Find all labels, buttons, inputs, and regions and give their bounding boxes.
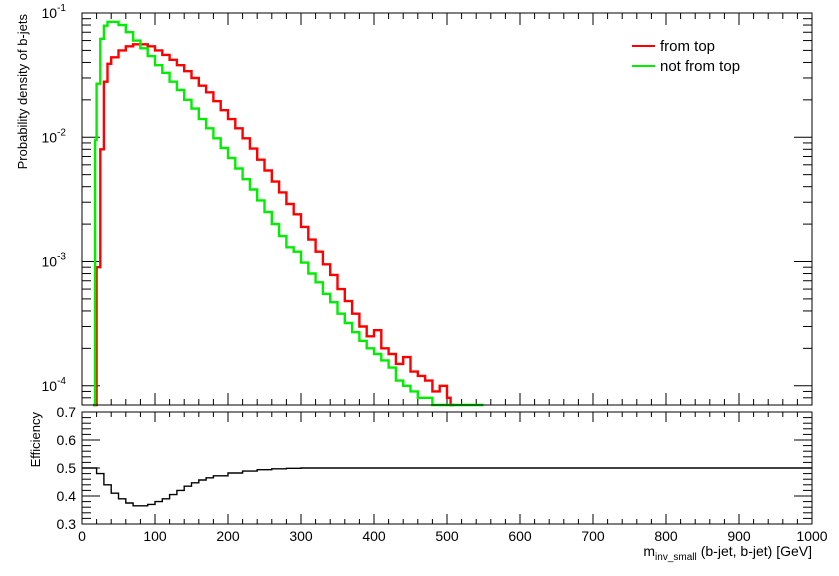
bottom-plot-frame [81, 411, 813, 525]
bottom-xtick-label: 700 [581, 528, 605, 544]
ytick-exponent: -3 [57, 252, 66, 263]
bottom-ytick-label: 0.3 [57, 516, 77, 532]
top-plot-frame [81, 12, 813, 406]
bottom-ytick-label: 0.7 [57, 404, 77, 420]
bottom-ytick-label: 0.4 [57, 488, 77, 504]
xlabel-subscript: inv_small [655, 552, 697, 563]
xlabel-rest: (b-jet, b-jet) [GeV] [701, 543, 812, 559]
bottom-xtick-label: 100 [143, 528, 167, 544]
legend-label-from-top: from top [660, 38, 715, 55]
efficiency-line [82, 467, 812, 507]
bottom-ytick-label: 0.5 [57, 460, 77, 476]
bottom-ylabel: Efficiency [28, 412, 43, 468]
bottom-xtick-label: 500 [435, 528, 459, 544]
series-line-not-from-top [93, 20, 484, 407]
bottom-ytick-label: 0.6 [57, 432, 77, 448]
bottom-xtick-label: 200 [216, 528, 240, 544]
xlabel-main: m [643, 543, 655, 559]
bottom-xtick-label: 0 [78, 528, 86, 544]
bottom-xtick-label: 600 [508, 528, 532, 544]
top-panel: 10-410-310-210-1 Probability density of … [15, 3, 813, 407]
bottom-xtick-labels: 0 100 200 300 400 500 600 700 800 900 1000 [78, 528, 828, 544]
bottom-panel: 0.3 0.4 0.5 0.6 0.7 0 100 200 300 400 500 600 700 80… [28, 404, 828, 563]
bottom-xtick-label: 400 [362, 528, 386, 544]
bottom-ytick-labels: 0.3 0.4 0.5 0.6 0.7 [57, 404, 77, 532]
ytick-base: 10 [42, 129, 58, 145]
bottom-xtick-label: 900 [727, 528, 751, 544]
ytick-exponent: -4 [57, 376, 66, 387]
ytick-base: 10 [42, 5, 58, 21]
top-tick-marks [81, 12, 813, 406]
legend-label-not-from-top: not from top [660, 58, 740, 75]
top-ytick-label: 10-4 [42, 376, 67, 394]
top-series-group [93, 20, 484, 407]
top-ytick-label: 10-2 [42, 127, 67, 145]
top-ytick-labels: 10-410-310-210-1 [42, 3, 67, 394]
ytick-base: 10 [42, 254, 58, 270]
bottom-xlabel: minv_small (b-jet, b-jet) [GeV] [643, 543, 812, 563]
ytick-exponent: -1 [57, 3, 66, 14]
top-ylabel: Probability density of b-jets [15, 14, 30, 170]
top-ytick-label: 10-3 [42, 252, 67, 270]
bottom-xtick-label: 300 [289, 528, 313, 544]
series-line-from-top [93, 43, 455, 407]
ytick-base: 10 [42, 378, 58, 394]
bottom-xtick-label: 800 [654, 528, 678, 544]
ytick-exponent: -2 [57, 127, 66, 138]
bottom-series-group [82, 467, 812, 507]
legend: from top not from top [632, 38, 740, 75]
top-ytick-label: 10-1 [42, 3, 67, 21]
bottom-xtick-label: 1000 [796, 528, 827, 544]
